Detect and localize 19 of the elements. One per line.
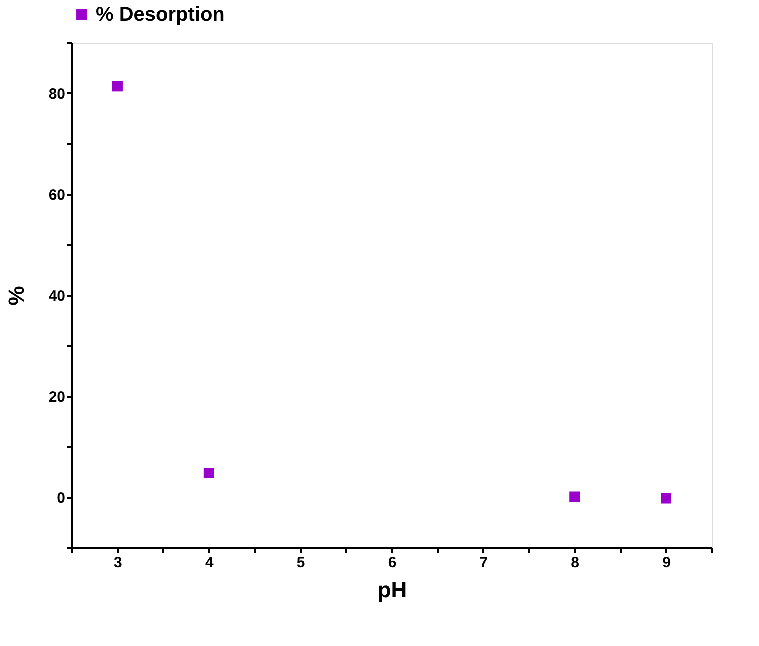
point bbox=[570, 492, 580, 502]
x-tick-label: 8 bbox=[571, 554, 580, 572]
y-tick-label: 60 bbox=[48, 187, 66, 204]
x-tick-label: 4 bbox=[205, 554, 214, 572]
y-tick-label: 20 bbox=[48, 389, 66, 406]
x-tick-label: 5 bbox=[296, 554, 306, 572]
x-tick-label: 7 bbox=[480, 554, 488, 572]
point bbox=[112, 81, 123, 92]
x-tick-label: 3 bbox=[114, 554, 122, 572]
point bbox=[204, 468, 214, 479]
x-axis-title: pH bbox=[378, 578, 408, 602]
y-tick-label: 80 bbox=[48, 86, 66, 103]
point bbox=[661, 493, 672, 504]
y-tick-label: 40 bbox=[48, 288, 66, 305]
y-tick-label: 0 bbox=[57, 490, 66, 507]
y-axis-title: % bbox=[4, 286, 29, 306]
x-tick-label: 9 bbox=[662, 554, 671, 572]
x-tick-label: 6 bbox=[388, 554, 397, 572]
legend-label: % Desorption bbox=[96, 4, 225, 26]
